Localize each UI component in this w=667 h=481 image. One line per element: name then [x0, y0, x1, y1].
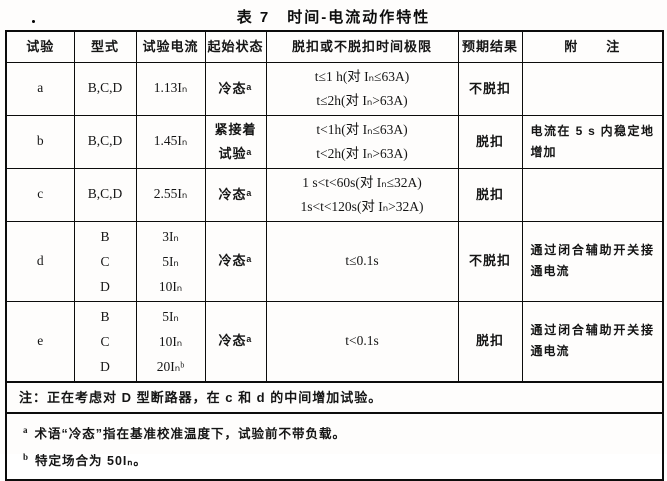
- test-id-cell: b: [5, 114, 75, 169]
- table-row-d: d B C D 3Iₙ 5Iₙ 10Iₙ 冷态ᵃ t≤0.1s 不脱扣 通过闭合…: [5, 220, 664, 302]
- footnote-b-marker: b: [23, 452, 29, 463]
- footnote-b-text: 特定场合为 50Iₙ。: [35, 454, 147, 469]
- initial-state-cell: 冷态ᵃ: [204, 220, 267, 302]
- header-expected-result: 预期结果: [457, 30, 523, 63]
- table-note-row: 注：正在考虑对 D 型断路器，在 c 和 d 的中间增加试验。: [5, 380, 664, 414]
- test-current-cell: 1.45Iₙ: [135, 114, 206, 169]
- header-test: 试验: [5, 30, 75, 63]
- test-current-cell: 1.13Iₙ: [135, 61, 206, 116]
- expected-result-cell: 不脱扣: [457, 61, 523, 116]
- header-remark: 附 注: [521, 30, 664, 63]
- remark-cell: [521, 167, 664, 222]
- test-current-cell: 5Iₙ 10Iₙ 20Iₙᵇ: [135, 300, 206, 382]
- scan-artifact-dot: [32, 20, 35, 23]
- breaker-type-cell: B C D: [73, 300, 137, 382]
- table-row-e: e B C D 5Iₙ 10Iₙ 20Iₙᵇ 冷态ᵃ t<0.1s 脱扣 通过闭…: [5, 300, 664, 382]
- document-page: 表 7 时间-电流动作特性 试验 型式 试验电流 起始状态 脱扣或不脱扣时间极限…: [5, 9, 664, 481]
- initial-state-cell: 冷态ᵃ: [204, 167, 267, 222]
- remark-cell: 电流在 5 s 内稳定地增加: [521, 114, 664, 169]
- time-limit-cell: t≤1 h(对 Iₙ≤63A) t≤2h(对 Iₙ>63A): [265, 61, 459, 116]
- footnote-b: b 特定场合为 50Iₙ。: [23, 446, 656, 473]
- remark-cell: [521, 61, 664, 116]
- table-note: 注：正在考虑对 D 型断路器，在 c 和 d 的中间增加试验。: [5, 380, 664, 414]
- table-title: 表 7 时间-电流动作特性: [236, 9, 431, 26]
- header-test-current: 试验电流: [135, 30, 206, 63]
- breaker-type-cell: B,C,D: [73, 61, 137, 116]
- time-limit-cell: 1 s<t<60s(对 Iₙ≤32A) 1s<t<120s(对 Iₙ>32A): [265, 167, 459, 222]
- test-current-cell: 3Iₙ 5Iₙ 10Iₙ: [135, 220, 206, 302]
- test-id-cell: a: [5, 61, 75, 116]
- test-current-cell: 2.55Iₙ: [135, 167, 206, 222]
- footnote-a: a 术语“冷态”指在基准校准温度下，试验前不带负载。: [23, 419, 656, 446]
- footnote-a-marker: a: [23, 425, 28, 435]
- table-row-c: c B,C,D 2.55Iₙ 冷态ᵃ 1 s<t<60s(对 Iₙ≤32A) 1…: [5, 167, 664, 222]
- initial-state-cell: 紧接着 试验ᵃ: [204, 114, 267, 169]
- footnote-a-text: 术语“冷态”指在基准校准温度下，试验前不带负载。: [34, 427, 347, 442]
- test-id-cell: d: [5, 220, 75, 302]
- expected-result-cell: 脱扣: [457, 114, 523, 169]
- breaker-type-cell: B,C,D: [73, 114, 137, 169]
- table-row-a: a B,C,D 1.13Iₙ 冷态ᵃ t≤1 h(对 Iₙ≤63A) t≤2h(…: [5, 61, 664, 116]
- table-row-b: b B,C,D 1.45Iₙ 紧接着 试验ᵃ t<1h(对 Iₙ≤63A) t<…: [5, 114, 664, 169]
- remark-cell: 通过闭合辅助开关接通电流: [521, 300, 664, 382]
- time-current-characteristics-table: 试验 型式 试验电流 起始状态 脱扣或不脱扣时间极限 预期结果 附 注 a B,…: [5, 30, 664, 481]
- remark-cell: 通过闭合辅助开关接通电流: [521, 220, 664, 302]
- test-id-cell: e: [5, 300, 75, 382]
- header-type: 型式: [73, 30, 137, 63]
- expected-result-cell: 脱扣: [457, 167, 523, 222]
- time-limit-cell: t<1h(对 Iₙ≤63A) t<2h(对 Iₙ>63A): [265, 114, 459, 169]
- time-limit-cell: t<0.1s: [265, 300, 459, 382]
- initial-state-cell: 冷态ᵃ: [204, 300, 267, 382]
- breaker-type-cell: B,C,D: [73, 167, 137, 222]
- header-time-limit: 脱扣或不脱扣时间极限: [265, 30, 459, 63]
- time-limit-cell: t≤0.1s: [265, 220, 459, 302]
- expected-result-cell: 脱扣: [457, 300, 523, 382]
- expected-result-cell: 不脱扣: [457, 220, 523, 302]
- table-header-row: 试验 型式 试验电流 起始状态 脱扣或不脱扣时间极限 预期结果 附 注: [5, 30, 664, 63]
- table-footnote-row: a 术语“冷态”指在基准校准温度下，试验前不带负载。 b 特定场合为 50Iₙ。: [5, 411, 664, 481]
- test-id-cell: c: [5, 167, 75, 222]
- breaker-type-cell: B C D: [73, 220, 137, 302]
- header-initial-state: 起始状态: [204, 30, 267, 63]
- initial-state-cell: 冷态ᵃ: [204, 61, 267, 116]
